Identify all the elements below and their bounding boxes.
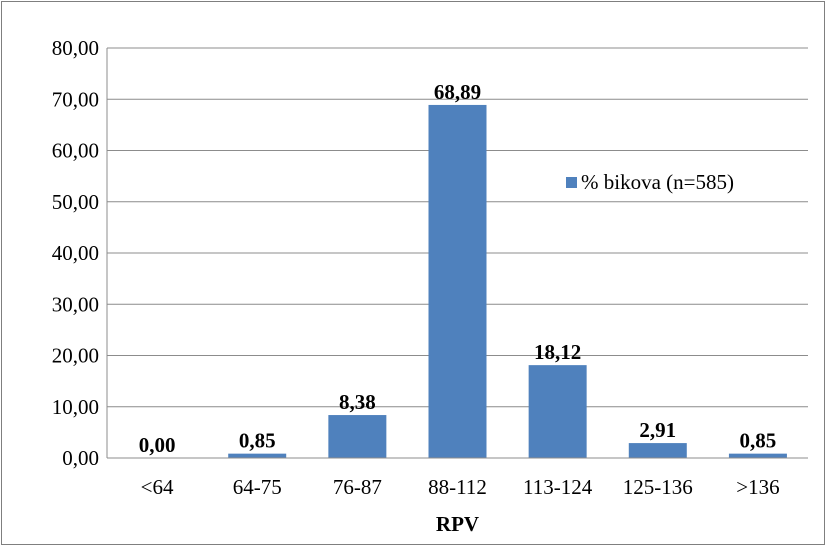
data-label: 0,85 bbox=[239, 429, 276, 453]
data-label: 0,85 bbox=[740, 429, 777, 453]
legend-label: % bikova (n=585) bbox=[581, 170, 734, 194]
bars bbox=[228, 104, 787, 458]
data-label: 8,38 bbox=[339, 390, 376, 414]
y-tick-label: 70,00 bbox=[52, 87, 99, 111]
x-tick-label: 76-87 bbox=[333, 475, 382, 499]
y-tick-label: 0,00 bbox=[62, 446, 99, 470]
y-tick-label: 80,00 bbox=[52, 36, 99, 60]
bar bbox=[728, 453, 787, 458]
bar bbox=[528, 365, 587, 458]
bar bbox=[428, 104, 487, 458]
legend: % bikova (n=585) bbox=[566, 170, 734, 194]
data-label: 2,91 bbox=[639, 418, 676, 442]
x-tick-label: 64-75 bbox=[233, 475, 282, 499]
y-tick-label: 20,00 bbox=[52, 344, 99, 368]
y-tick-label: 30,00 bbox=[52, 292, 99, 316]
legend-swatch bbox=[566, 177, 577, 188]
data-label: 18,12 bbox=[534, 340, 581, 364]
bar bbox=[328, 415, 387, 458]
x-tick-label: 113-124 bbox=[523, 475, 593, 499]
y-tick-label: 50,00 bbox=[52, 190, 99, 214]
y-tick-label: 10,00 bbox=[52, 395, 99, 419]
x-tick-label: <64 bbox=[141, 475, 174, 499]
bar bbox=[628, 443, 687, 458]
y-tick-label: 60,00 bbox=[52, 139, 99, 163]
data-label: 0,00 bbox=[139, 433, 176, 457]
axes: 0,00 10,00 20,00 30,00 40,00 50,00 60,00 70,00 8… bbox=[52, 36, 808, 499]
x-axis-title: RPV bbox=[436, 512, 479, 536]
data-label: 68,89 bbox=[434, 80, 481, 104]
data-labels: 0,00 0,85 8,38 68,89 18,12 2,91 0,85 bbox=[139, 80, 777, 457]
bar bbox=[228, 453, 287, 458]
x-tick-label: >136 bbox=[736, 475, 779, 499]
x-tick-label: 88-112 bbox=[428, 475, 487, 499]
y-tick-label: 40,00 bbox=[52, 241, 99, 265]
x-tick-label: 125-136 bbox=[623, 475, 693, 499]
